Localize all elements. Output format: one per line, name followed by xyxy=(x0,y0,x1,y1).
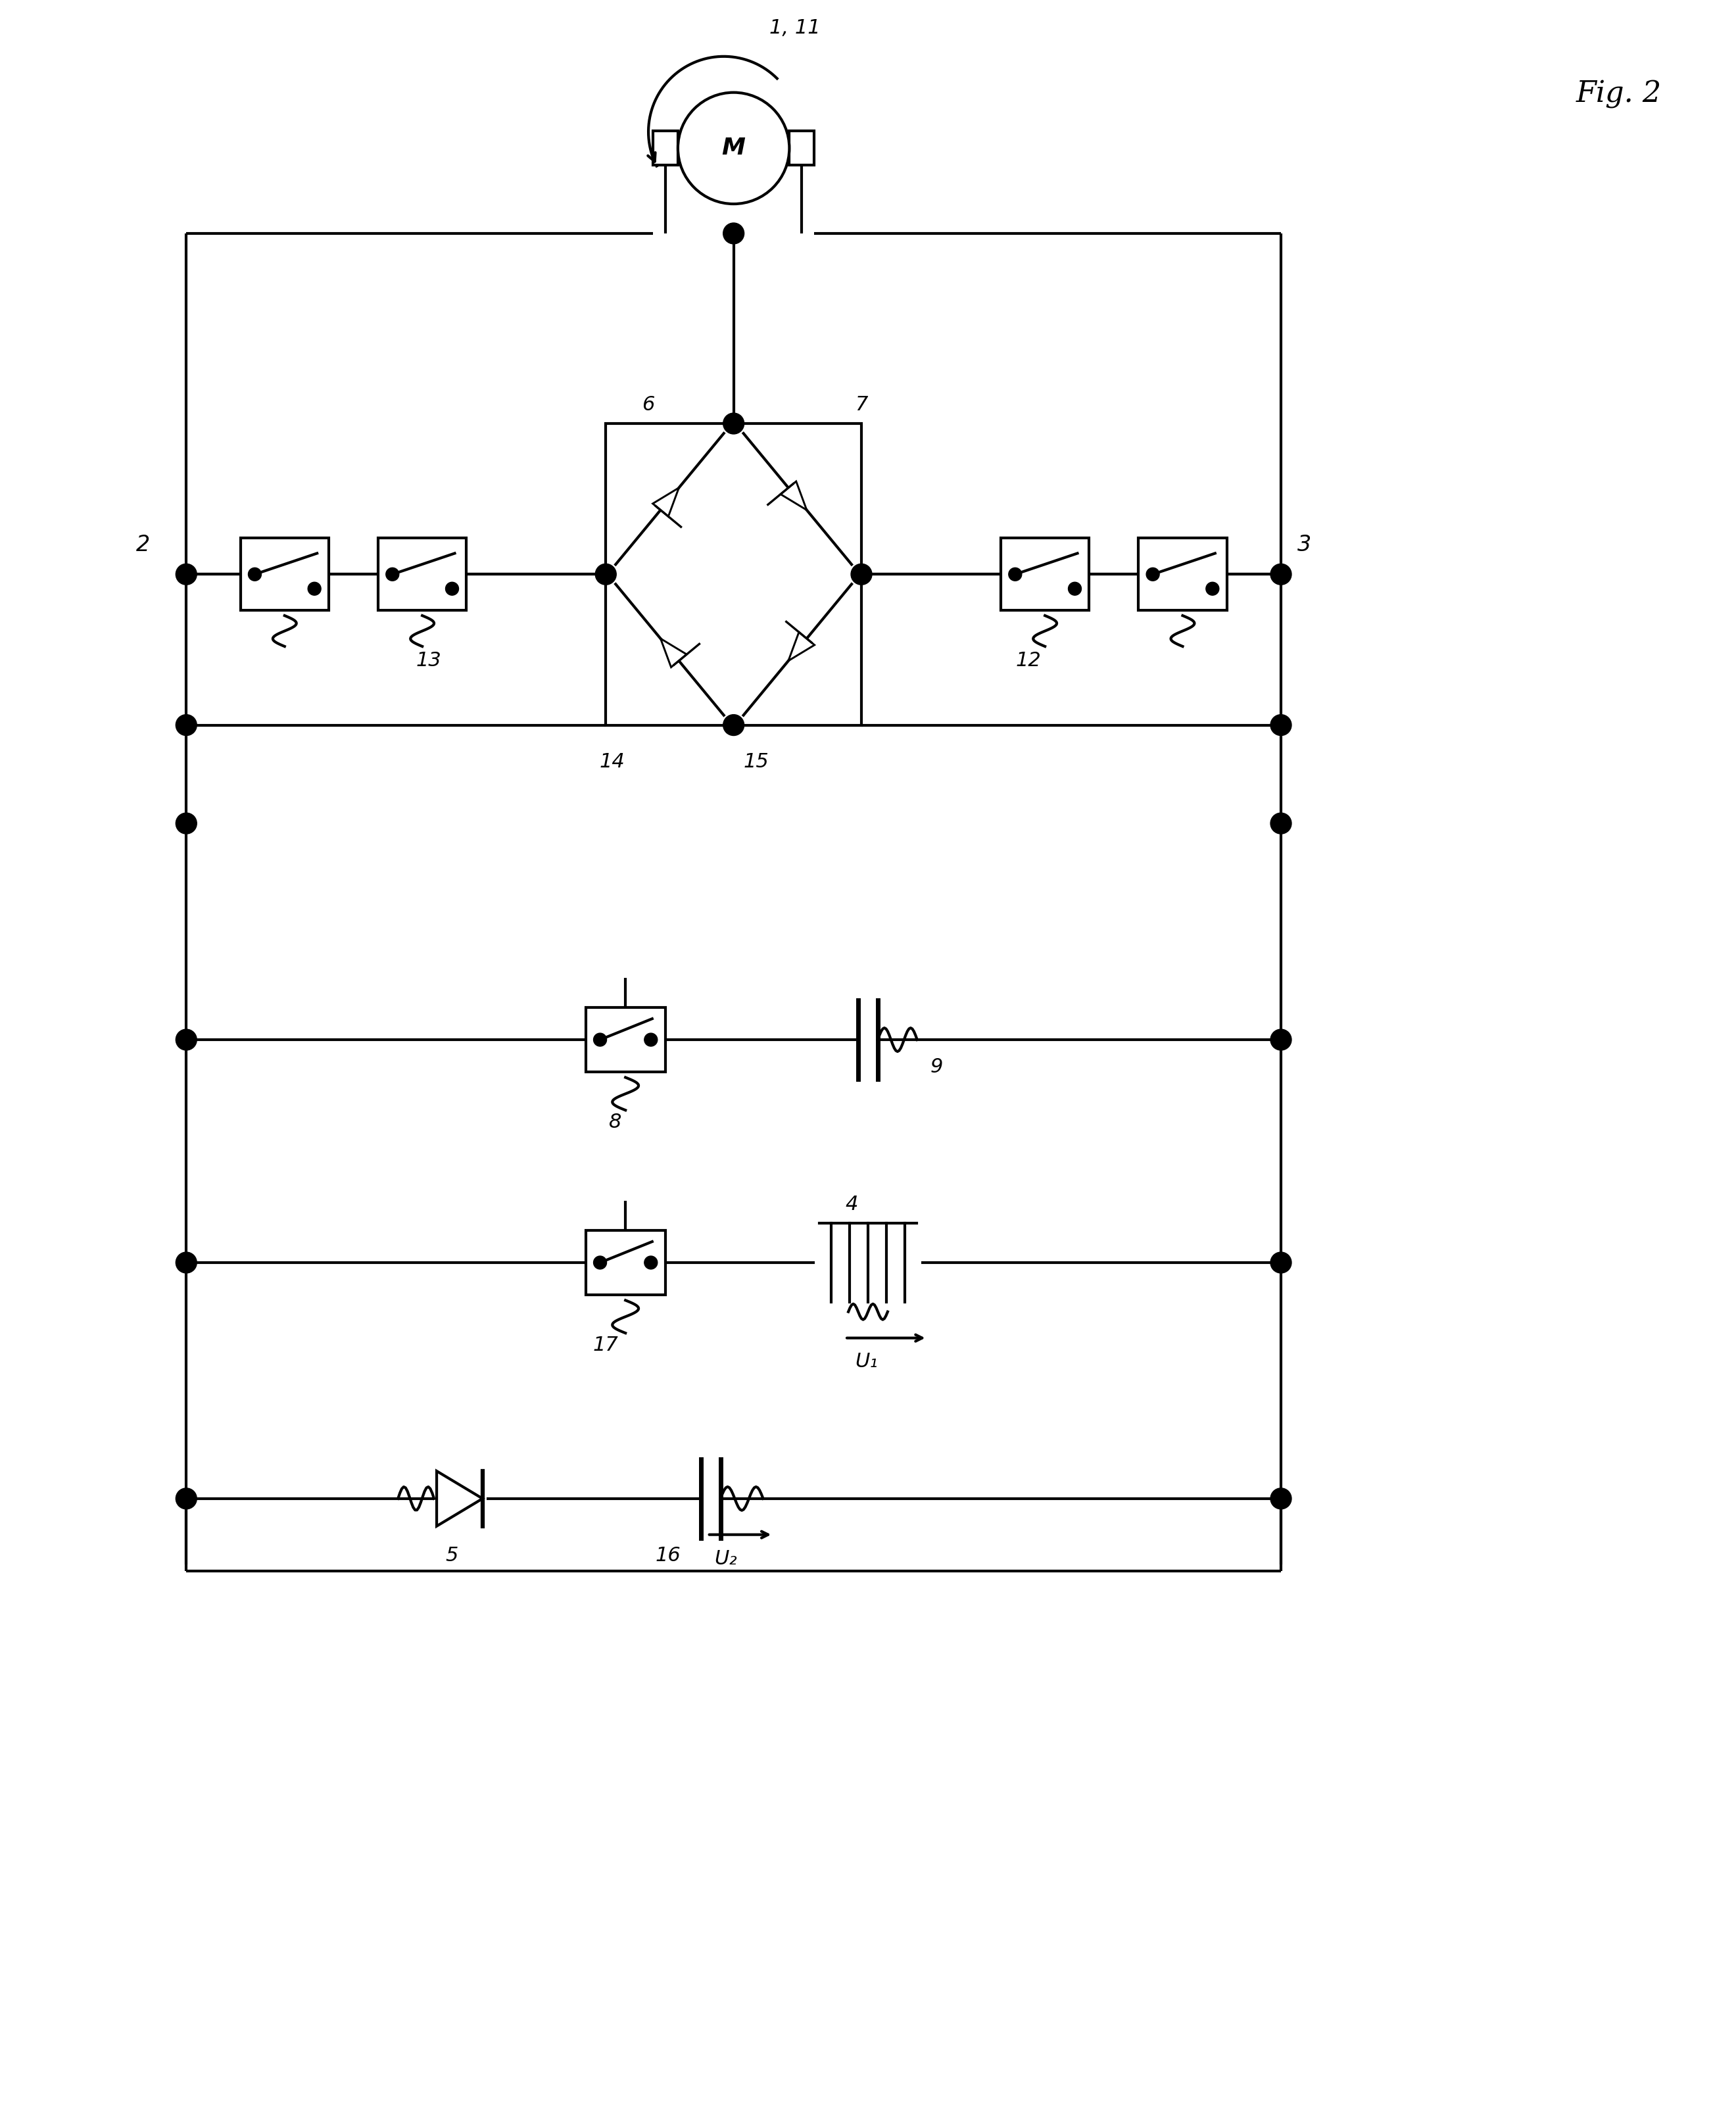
Circle shape xyxy=(677,93,790,204)
Polygon shape xyxy=(781,482,807,509)
Circle shape xyxy=(595,564,616,585)
Text: 13: 13 xyxy=(415,650,441,669)
Text: 7: 7 xyxy=(854,396,868,415)
Text: 1, 11: 1, 11 xyxy=(769,19,821,38)
Text: 6: 6 xyxy=(642,396,654,415)
Circle shape xyxy=(175,1488,196,1509)
Bar xyxy=(585,1229,665,1295)
Circle shape xyxy=(385,568,399,581)
Circle shape xyxy=(1271,1029,1292,1050)
Text: 9: 9 xyxy=(930,1057,943,1076)
Circle shape xyxy=(1271,1488,1292,1509)
Text: 16: 16 xyxy=(654,1545,681,1564)
Circle shape xyxy=(1207,583,1219,596)
Polygon shape xyxy=(660,638,687,667)
Bar xyxy=(378,539,467,610)
Text: M: M xyxy=(722,137,745,160)
Circle shape xyxy=(175,813,196,834)
Circle shape xyxy=(175,1252,196,1274)
Circle shape xyxy=(724,714,745,735)
Polygon shape xyxy=(653,488,679,516)
Bar xyxy=(585,1008,665,1071)
Circle shape xyxy=(851,564,871,585)
Circle shape xyxy=(1271,714,1292,735)
Bar xyxy=(240,539,328,610)
Circle shape xyxy=(1068,583,1082,596)
Text: 4: 4 xyxy=(845,1196,858,1215)
Circle shape xyxy=(175,564,196,585)
Bar xyxy=(606,423,861,724)
Circle shape xyxy=(1146,568,1160,581)
Text: 2: 2 xyxy=(135,535,151,556)
Circle shape xyxy=(1271,564,1292,585)
Text: 17: 17 xyxy=(592,1337,618,1356)
Polygon shape xyxy=(788,631,814,661)
Text: U₂: U₂ xyxy=(713,1549,736,1568)
Bar xyxy=(653,131,677,164)
Text: 15: 15 xyxy=(743,754,769,773)
Circle shape xyxy=(594,1257,606,1269)
Text: U₁: U₁ xyxy=(854,1351,878,1372)
Polygon shape xyxy=(437,1471,483,1526)
Text: Fig. 2: Fig. 2 xyxy=(1576,80,1661,109)
Text: 12: 12 xyxy=(1016,650,1042,669)
Circle shape xyxy=(307,583,321,596)
Text: 5: 5 xyxy=(444,1545,458,1564)
Circle shape xyxy=(1271,813,1292,834)
Text: 8: 8 xyxy=(609,1114,621,1132)
Circle shape xyxy=(1271,1252,1292,1274)
Circle shape xyxy=(175,714,196,735)
Bar xyxy=(790,131,814,164)
Circle shape xyxy=(175,1029,196,1050)
Bar xyxy=(1000,539,1088,610)
Text: 14: 14 xyxy=(599,754,625,773)
Circle shape xyxy=(644,1034,658,1046)
Circle shape xyxy=(446,583,458,596)
Circle shape xyxy=(724,413,745,434)
Circle shape xyxy=(644,1257,658,1269)
Circle shape xyxy=(248,568,262,581)
Circle shape xyxy=(594,1034,606,1046)
Circle shape xyxy=(724,223,745,244)
Bar xyxy=(1139,539,1227,610)
Text: 3: 3 xyxy=(1297,535,1311,556)
Circle shape xyxy=(1009,568,1023,581)
